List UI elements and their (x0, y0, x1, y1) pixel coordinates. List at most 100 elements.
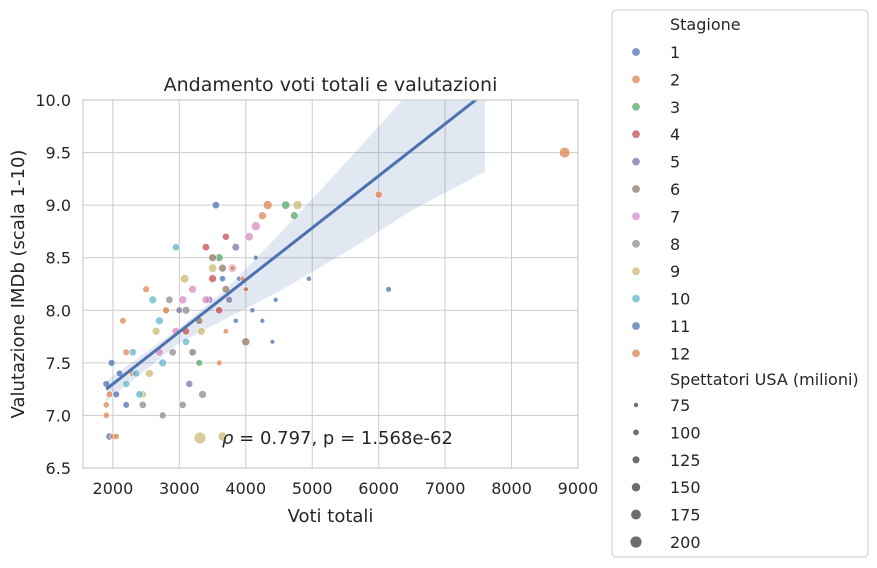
scatter-point (253, 254, 259, 261)
scatter-point (178, 295, 188, 305)
scatter-point (281, 200, 291, 210)
scatter-point (385, 286, 392, 293)
x-tick-label: 7000 (425, 479, 466, 498)
scatter-point (249, 307, 256, 314)
legend-marker-stagione-3 (631, 102, 641, 112)
x-tick-label: 4000 (225, 479, 266, 498)
chart-title: Andamento voti totali e valutazioni (164, 74, 498, 96)
scatter-point (138, 400, 147, 409)
legend-label-size-75: 75 (670, 396, 690, 415)
scatter-point (250, 221, 261, 232)
scatter-point (188, 348, 197, 357)
scatter-point (258, 211, 267, 220)
scatter-point (168, 348, 177, 357)
legend-marker-stagione-5 (631, 157, 641, 167)
legend-label-stagione-10: 10 (670, 290, 690, 309)
legend-frame (611, 9, 869, 558)
legend-marker-stagione-11 (631, 321, 641, 331)
scatter-point (222, 328, 229, 335)
scatter-point (122, 379, 131, 388)
scatter-point (185, 380, 194, 388)
legend-marker-stagione-12 (631, 348, 641, 358)
legend-label-stagione-7: 7 (670, 207, 680, 226)
legend-label-stagione-2: 2 (670, 70, 680, 89)
annotation-marker (193, 431, 207, 445)
scatter-point (178, 400, 187, 409)
legend-label-stagione-3: 3 (670, 98, 680, 117)
scatter-point (180, 274, 190, 284)
scatter-point (128, 348, 137, 357)
legend-marker-stagione-4 (631, 129, 641, 139)
y-axis-label: Valutazione IMDb (scala 1-10) (8, 150, 29, 419)
scatter-point (225, 295, 234, 304)
plot-background (83, 100, 578, 468)
scatter-point (241, 337, 251, 347)
x-tick-label: 5000 (292, 479, 333, 498)
regression-line (105, 100, 479, 391)
scatter-point (216, 359, 223, 367)
scatter-point (244, 232, 254, 242)
scatter-point (182, 337, 191, 346)
scatter-point (115, 369, 124, 377)
scatter-point (259, 318, 266, 324)
legend-title-spettatori: Spettatori USA (milioni) (670, 370, 859, 389)
scatter-point (172, 243, 181, 252)
scatter-point (229, 265, 236, 272)
scatter-point (175, 306, 184, 315)
scatter-point (158, 411, 167, 420)
legend-label-size-125: 125 (670, 451, 701, 470)
legend-marker-stagione-7 (631, 211, 641, 221)
scatter-point (197, 327, 206, 336)
legend-marker-size-125 (632, 456, 640, 464)
annotation: ρ = 0.797, p = 1.568e-62 (193, 428, 453, 449)
scatter-point (181, 306, 191, 315)
legend-marker-size-175 (631, 509, 641, 520)
legend-label-stagione-4: 4 (670, 125, 680, 144)
scatter-point (262, 200, 273, 210)
legend-marker-size-150 (631, 482, 641, 492)
scatter-point (218, 263, 227, 273)
scatter-point (106, 390, 114, 398)
scatter-point (208, 263, 218, 273)
y-tick-label: 8.0 (46, 301, 71, 320)
scatter-point (231, 243, 240, 252)
legend-label-stagione-12: 12 (670, 344, 690, 363)
scatter-point (269, 339, 276, 345)
legend-label-stagione-11: 11 (670, 317, 690, 336)
scatter-point (374, 190, 383, 199)
legend-size-entries: 75 100 125 150 175 200 (630, 396, 701, 552)
scatter-point (112, 433, 120, 440)
legend-marker-size-75 (633, 402, 639, 408)
scatter-point (290, 211, 299, 220)
x-tick-label: 3000 (159, 479, 200, 498)
scatter-point (559, 146, 571, 159)
scatter-point (145, 369, 154, 378)
legend-label-stagione-6: 6 (670, 180, 680, 199)
annotation-values: = 0.797, p = 1.568e-62 (233, 428, 452, 449)
legend-marker-stagione-6 (631, 184, 641, 194)
legend-marker-stagione-9 (631, 266, 641, 276)
scatter-point (165, 295, 174, 304)
legend-title-stagione: Stagione (670, 15, 741, 34)
legend-marker-stagione-10 (631, 294, 641, 304)
legend-marker-stagione-2 (631, 74, 641, 84)
scatter-point (222, 232, 230, 241)
scatter-point (208, 253, 217, 262)
scatter-point (198, 390, 207, 399)
scatter-point (188, 285, 197, 294)
scatter-point (158, 358, 167, 368)
y-tick-label: 9.0 (46, 196, 71, 215)
annotation-text: ρ = 0.797, p = 1.568e-62 (222, 428, 453, 449)
y-tick-label: 10.0 (35, 91, 71, 110)
scatter-point (211, 201, 220, 210)
legend-label-size-150: 150 (670, 478, 701, 497)
y-tick-label: 9.5 (46, 144, 71, 163)
scatter-point (272, 297, 279, 303)
scatter-point (151, 327, 161, 336)
scatter-point (242, 286, 249, 293)
scatter-point (201, 295, 211, 305)
scatter-point (132, 369, 141, 378)
annotation-rho: ρ (222, 428, 234, 449)
